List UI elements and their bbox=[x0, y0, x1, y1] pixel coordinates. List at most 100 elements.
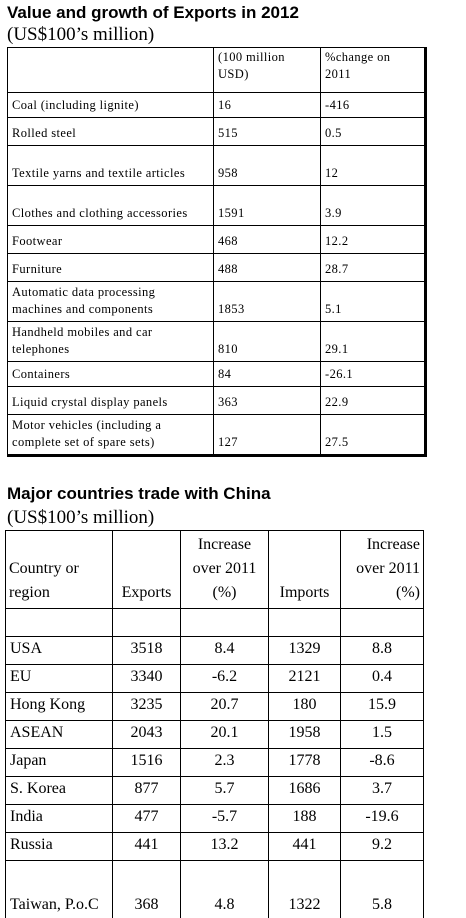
table-cell: 1778 bbox=[268, 748, 341, 777]
table-cell: 1958 bbox=[268, 720, 341, 749]
table-row: USA 3518 8.4 1329 8.8 bbox=[5, 636, 424, 665]
table-cell: 3235 bbox=[112, 692, 181, 721]
table-cell: Handheld mobiles and car telephones bbox=[7, 321, 214, 362]
table-cell: 877 bbox=[112, 776, 181, 805]
table-cell: 20.7 bbox=[180, 692, 269, 721]
table-cell: 5.1 bbox=[320, 281, 426, 322]
table-cell: 1.5 bbox=[340, 720, 424, 749]
table-cell: 28.7 bbox=[320, 253, 426, 282]
table-cell: 477 bbox=[112, 804, 181, 833]
table-cell: 515 bbox=[213, 117, 321, 146]
table-cell: Taiwan, P.o.C bbox=[5, 860, 113, 918]
table-row: Rolled steel 515 0.5 bbox=[7, 117, 426, 146]
header-row: Country or region Exports Increase over 20… bbox=[5, 530, 424, 609]
table-cell: 29.1 bbox=[320, 321, 426, 362]
header-cell: (100 million USD) bbox=[213, 47, 321, 93]
table-row: Liquid crystal display panels 363 22.9 bbox=[7, 386, 426, 415]
table-cell: 12 bbox=[320, 145, 426, 186]
table-cell bbox=[340, 608, 424, 637]
table-cell: 3.7 bbox=[340, 776, 424, 805]
table-cell bbox=[112, 608, 181, 637]
table-cell: 4.8 bbox=[180, 860, 269, 918]
table-cell: 0.5 bbox=[320, 117, 426, 146]
table-cell: 22.9 bbox=[320, 386, 426, 415]
table-row: India 477 -5.7 188 -19.6 bbox=[5, 804, 424, 833]
table-cell: 12.2 bbox=[320, 225, 426, 254]
table-cell: -26.1 bbox=[320, 361, 426, 387]
table-cell bbox=[180, 608, 269, 637]
table-row: Taiwan, P.o.C 368 4.8 1322 5.8 bbox=[5, 860, 424, 918]
export-title: Value and growth of Exports in 2012 bbox=[7, 3, 299, 22]
table-row: Motor vehicles (including a complete set… bbox=[7, 414, 426, 456]
table-cell: -416 bbox=[320, 92, 426, 118]
table-cell: 180 bbox=[268, 692, 341, 721]
table-cell: 16 bbox=[213, 92, 321, 118]
table-cell: 1686 bbox=[268, 776, 341, 805]
table-cell: Footwear bbox=[7, 225, 214, 254]
header-cell: Exports bbox=[112, 530, 181, 609]
table-cell: S. Korea bbox=[5, 776, 113, 805]
table-cell: Clothes and clothing accessories bbox=[7, 185, 214, 226]
table-cell: 363 bbox=[213, 386, 321, 415]
table-row: EU 3340 -6.2 2121 0.4 bbox=[5, 664, 424, 693]
trade-subtitle: (US$100’s million) bbox=[7, 507, 155, 528]
table-row: ASEAN 2043 20.1 1958 1.5 bbox=[5, 720, 424, 749]
table-cell: 84 bbox=[213, 361, 321, 387]
table-cell: 2121 bbox=[268, 664, 341, 693]
table-cell: 13.2 bbox=[180, 832, 269, 861]
table-cell: 441 bbox=[268, 832, 341, 861]
table-row: Footwear 468 12.2 bbox=[7, 225, 426, 254]
header-cell bbox=[7, 47, 214, 93]
header-cell: Increase over 2011 (%) bbox=[180, 530, 269, 609]
table-row: Containers 84 -26.1 bbox=[7, 361, 426, 387]
table-row: S. Korea 877 5.7 1686 3.7 bbox=[5, 776, 424, 805]
table-cell: 15.9 bbox=[340, 692, 424, 721]
table-cell: 1853 bbox=[213, 281, 321, 322]
header-row: (100 million USD) %change on 2011 bbox=[7, 47, 426, 93]
table-cell: 188 bbox=[268, 804, 341, 833]
table-cell: 1591 bbox=[213, 185, 321, 226]
table-cell: 9.2 bbox=[340, 832, 424, 861]
table-cell: Automatic data processing machines and c… bbox=[7, 281, 214, 322]
table-cell: -8.6 bbox=[340, 748, 424, 777]
table-cell: 958 bbox=[213, 145, 321, 186]
table-cell: Liquid crystal display panels bbox=[7, 386, 214, 415]
table-cell: 810 bbox=[213, 321, 321, 362]
table-cell: Russia bbox=[5, 832, 113, 861]
table-cell: -5.7 bbox=[180, 804, 269, 833]
table-row: Clothes and clothing accessories 1591 3.9 bbox=[7, 185, 426, 226]
table-cell: Rolled steel bbox=[7, 117, 214, 146]
trade-table: Country or region Exports Increase over 20… bbox=[5, 530, 424, 918]
table-cell: 1322 bbox=[268, 860, 341, 918]
table-cell: 5.7 bbox=[180, 776, 269, 805]
export-table: (100 million USD) %change on 2011 Coal (in… bbox=[7, 47, 427, 457]
table-cell bbox=[268, 608, 341, 637]
table-cell: 27.5 bbox=[320, 414, 426, 456]
table-cell: 441 bbox=[112, 832, 181, 861]
table-row: Handheld mobiles and car telephones 810 29… bbox=[7, 321, 426, 362]
table-cell: 3518 bbox=[112, 636, 181, 665]
table-cell: 1516 bbox=[112, 748, 181, 777]
table-cell: Textile yarns and textile articles bbox=[7, 145, 214, 186]
table-cell: 1329 bbox=[268, 636, 341, 665]
table-cell bbox=[5, 608, 113, 637]
table-cell: 368 bbox=[112, 860, 181, 918]
table-row: Coal (including lignite) 16 -416 bbox=[7, 92, 426, 118]
table-cell: Coal (including lignite) bbox=[7, 92, 214, 118]
header-cell: Increase over 2011 (%) bbox=[340, 530, 424, 609]
table-cell: India bbox=[5, 804, 113, 833]
empty-row bbox=[5, 608, 424, 637]
table-cell: 8.8 bbox=[340, 636, 424, 665]
table-row: Hong Kong 3235 20.7 180 15.9 bbox=[5, 692, 424, 721]
table-row: Japan 1516 2.3 1778 -8.6 bbox=[5, 748, 424, 777]
table-cell: Hong Kong bbox=[5, 692, 113, 721]
table-cell: 2.3 bbox=[180, 748, 269, 777]
header-cell: Country or region bbox=[5, 530, 113, 609]
trade-title: Major countries trade with China bbox=[7, 484, 271, 503]
table-cell: 0.4 bbox=[340, 664, 424, 693]
table-cell: 20.1 bbox=[180, 720, 269, 749]
table-cell: EU bbox=[5, 664, 113, 693]
table-row: Furniture 488 28.7 bbox=[7, 253, 426, 282]
header-cell: %change on 2011 bbox=[320, 47, 426, 93]
export-subtitle: (US$100’s million) bbox=[7, 24, 155, 45]
